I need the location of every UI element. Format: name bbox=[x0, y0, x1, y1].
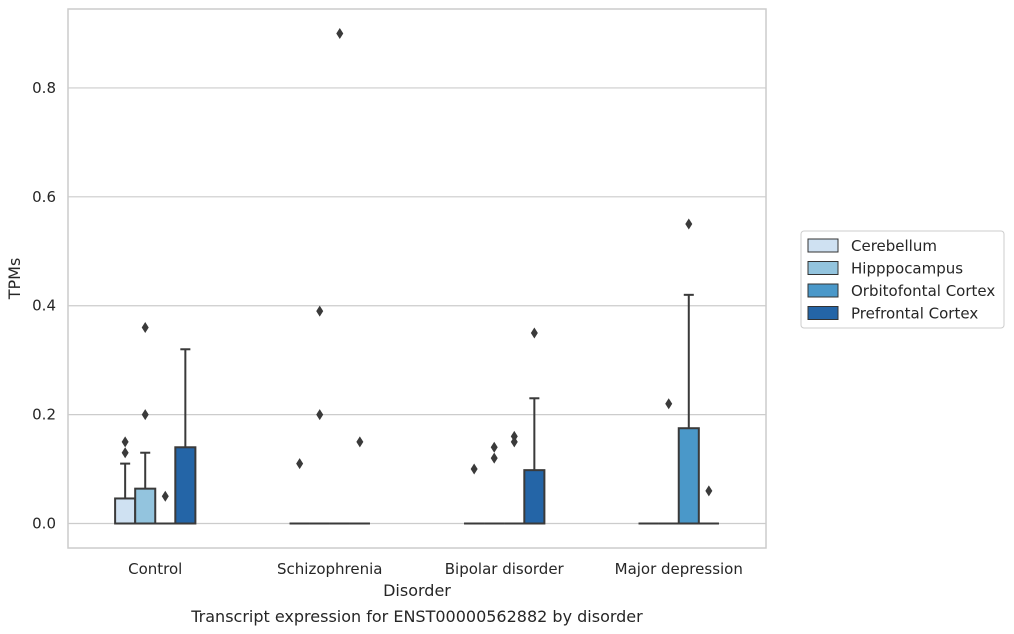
legend-swatch bbox=[807, 238, 839, 253]
x-tick-label: Major depression bbox=[615, 560, 743, 578]
box-body bbox=[134, 487, 157, 525]
box-hipppocampus bbox=[134, 322, 157, 525]
box-body bbox=[677, 427, 700, 525]
y-tick-label: 0.8 bbox=[32, 79, 56, 97]
box-body bbox=[114, 497, 137, 525]
grid-lines bbox=[68, 87, 766, 525]
outlier-point bbox=[530, 327, 538, 339]
box-plot-series bbox=[114, 28, 719, 525]
legend-entry-label: Orbitofontal Cortex bbox=[851, 282, 995, 300]
legend-swatch bbox=[807, 283, 839, 298]
box-orbitofontal-cortex bbox=[504, 430, 525, 525]
box-hipppocampus bbox=[658, 398, 679, 525]
outlier-point bbox=[161, 490, 169, 502]
outlier-point bbox=[665, 398, 673, 410]
x-tick-label: Control bbox=[128, 560, 182, 578]
x-tick-label: Bipolar disorder bbox=[445, 560, 565, 578]
box-prefrontal-cortex bbox=[174, 348, 197, 525]
box-orbitofontal-cortex bbox=[677, 218, 700, 525]
box-prefrontal-cortex bbox=[698, 485, 719, 525]
box-prefrontal-cortex bbox=[349, 436, 370, 525]
outlier-point bbox=[141, 322, 149, 333]
outlier-point bbox=[316, 305, 324, 317]
legend-frame bbox=[800, 230, 1005, 329]
y-tick-label: 0.2 bbox=[32, 406, 56, 424]
x-tick-label: Schizophrenia bbox=[277, 560, 382, 578]
y-tick-label: 0.4 bbox=[32, 297, 56, 315]
box-hipppocampus bbox=[484, 441, 505, 525]
outlier-point bbox=[510, 430, 518, 442]
y-axis-title: TPMs bbox=[5, 258, 24, 301]
box-hipppocampus bbox=[309, 305, 330, 525]
outlier-point bbox=[705, 485, 713, 497]
chart-caption: Transcript expression for ENST0000056288… bbox=[190, 607, 643, 626]
legend: Cerebellum Hipppocampus Orbitofontal Corte… bbox=[800, 230, 1005, 329]
box-cerebellum bbox=[289, 458, 310, 525]
outlier-point bbox=[316, 409, 324, 421]
y-tick-label: 0.6 bbox=[32, 188, 56, 206]
box-body bbox=[523, 469, 546, 525]
x-axis-title: Disorder bbox=[383, 581, 451, 600]
legend-swatch bbox=[807, 306, 839, 320]
box-cerebellum bbox=[464, 463, 485, 525]
outlier-point bbox=[121, 447, 129, 459]
outlier-point bbox=[685, 218, 693, 230]
outlier-point bbox=[490, 441, 498, 453]
box-cerebellum bbox=[114, 436, 137, 525]
outlier-point bbox=[490, 452, 498, 464]
box-orbitofontal-cortex bbox=[329, 28, 350, 525]
y-tick-label: 0.0 bbox=[32, 515, 56, 533]
legend-entry-label: Prefrontal Cortex bbox=[851, 305, 978, 323]
legend-entry-label: Hipppocampus bbox=[851, 260, 963, 278]
box-orbitofontal-cortex bbox=[155, 490, 176, 525]
outlier-point bbox=[356, 436, 364, 448]
outlier-point bbox=[470, 463, 478, 475]
outlier-point bbox=[296, 458, 304, 470]
box-body bbox=[174, 446, 197, 525]
legend-entry-label: Cerebellum bbox=[851, 237, 937, 255]
outlier-point bbox=[121, 436, 129, 448]
outlier-point bbox=[141, 409, 149, 421]
x-axis-ticks: Control Schizophrenia Bipolar disorder Majo… bbox=[128, 560, 743, 578]
y-axis-ticks: 0.0 0.2 0.4 0.6 0.8 bbox=[32, 79, 56, 533]
box-prefrontal-cortex bbox=[523, 327, 546, 525]
plot-frame bbox=[67, 8, 767, 549]
outlier-point bbox=[336, 28, 344, 39]
legend-swatch bbox=[807, 261, 839, 275]
